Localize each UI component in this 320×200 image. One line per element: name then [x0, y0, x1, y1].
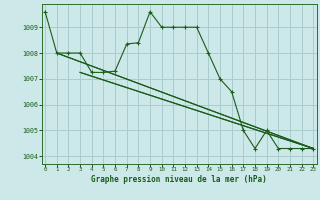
X-axis label: Graphe pression niveau de la mer (hPa): Graphe pression niveau de la mer (hPa)	[91, 175, 267, 184]
